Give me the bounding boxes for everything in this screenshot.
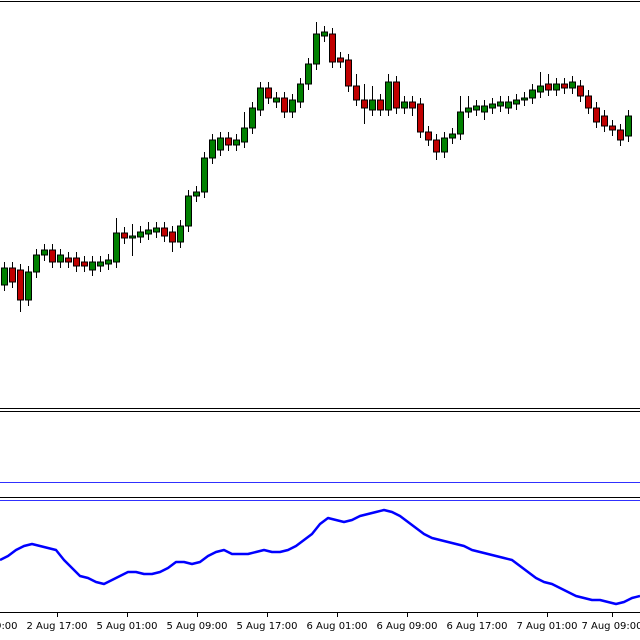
candle-body (17, 269, 24, 301)
candle-body (337, 57, 344, 63)
candle-body (465, 107, 472, 113)
candle-body (449, 133, 456, 139)
candle-body (473, 105, 480, 111)
candle-body (489, 103, 496, 109)
x-tick-label: 2 Aug 09:00 (0, 621, 18, 632)
candle-body (577, 85, 584, 97)
candle-body (281, 97, 288, 113)
candle-body (137, 231, 144, 238)
candle-body (377, 99, 384, 111)
candle-body (369, 99, 376, 111)
candle-body (409, 101, 416, 109)
candle-body (113, 232, 120, 263)
candle-body (401, 101, 408, 109)
x-tick-label: 6 Aug 17:00 (446, 621, 507, 632)
candle-body (49, 249, 56, 263)
candle-body (321, 31, 328, 37)
candle-body (265, 87, 272, 99)
candle-body (385, 81, 392, 111)
candle-body (169, 231, 176, 243)
candle-body (537, 85, 544, 93)
x-tick-label: 5 Aug 17:00 (236, 621, 297, 632)
candle-body (257, 87, 264, 111)
candle-body (25, 271, 32, 301)
candle-body (361, 99, 368, 109)
candle-body (393, 81, 400, 109)
x-tick-label: 5 Aug 09:00 (166, 621, 227, 632)
x-tick-label: 6 Aug 09:00 (376, 621, 437, 632)
candle-body (545, 83, 552, 91)
candle-body (57, 254, 64, 263)
candle-body (529, 89, 536, 99)
candle-body (433, 139, 440, 153)
candle-body (593, 107, 600, 123)
candle-body (617, 129, 624, 141)
candle-body (297, 83, 304, 103)
candle-body (553, 83, 560, 91)
candle-body (97, 261, 104, 267)
candle-body (313, 33, 320, 65)
candle-body (9, 267, 16, 283)
candle-body (273, 97, 280, 103)
candle-body (329, 33, 336, 63)
candle-body (129, 235, 136, 239)
candle-body (105, 259, 112, 265)
x-tick-label: 5 Aug 01:00 (96, 621, 157, 632)
x-tick-label: 6 Aug 01:00 (306, 621, 367, 632)
candle-body (153, 227, 160, 233)
candle-body (65, 257, 72, 263)
candle-body (233, 139, 240, 146)
candle-body (441, 137, 448, 153)
candle-body (225, 137, 232, 146)
candle-body (505, 101, 512, 109)
candle-body (209, 139, 216, 159)
candle-body (201, 157, 208, 193)
candle-body (289, 99, 296, 113)
candle-body (425, 131, 432, 141)
candle-body (609, 125, 616, 131)
candle-body (569, 81, 576, 89)
candle-body (345, 59, 352, 87)
candle-body (1, 267, 8, 286)
candle-body (73, 257, 80, 267)
candle-body (185, 195, 192, 227)
candle-body (89, 261, 96, 271)
candle-body (193, 191, 200, 197)
candle-body (177, 225, 184, 243)
x-tick-label: 7 Aug 01:00 (516, 621, 577, 632)
candle-body (217, 137, 224, 151)
candle-body (121, 232, 128, 239)
candle-body (585, 95, 592, 109)
candle-body (625, 115, 632, 137)
candle-body (417, 103, 424, 133)
candle-body (241, 127, 248, 143)
candle-body (481, 105, 488, 113)
candle-body (161, 227, 168, 237)
candle-body (249, 107, 256, 129)
candle-body (353, 85, 360, 101)
candle-body (305, 63, 312, 85)
candle-body (521, 97, 528, 101)
x-tick-label: 2 Aug 17:00 (26, 621, 87, 632)
indicator-line (0, 508, 640, 606)
candle-body (497, 101, 504, 107)
candle-body (41, 249, 48, 256)
candle-body (457, 111, 464, 135)
candle-body (561, 83, 568, 89)
candle-body (33, 254, 40, 273)
candle-body (601, 115, 608, 127)
candle-body (513, 99, 520, 105)
candle-body (81, 261, 88, 267)
candle-body (145, 229, 152, 235)
x-tick-label: 7 Aug 09:00 (581, 621, 640, 632)
